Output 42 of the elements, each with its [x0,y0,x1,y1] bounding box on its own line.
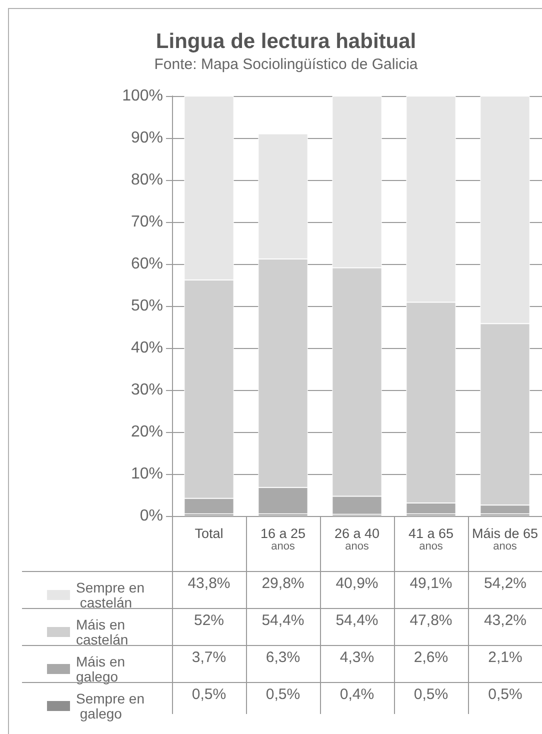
y-tick-label: 50% [130,298,163,314]
data-label: 49,1% [394,571,468,608]
data-label: 4,3% [320,645,394,682]
y-tick-label: 10% [130,466,163,482]
x-tick-label: Máis de 65 anos [472,526,538,552]
y-tick-label: 60% [130,256,163,272]
chart-subtitle: Fonte: Mapa Sociolingüístico de Galicia [154,56,418,73]
data-label: 52% [172,608,246,645]
data-label: 6,3% [246,645,320,682]
data-label: 54,4% [320,608,394,645]
legend-label: Sempre en castelán [76,580,144,610]
x-tick-label: Total [194,526,224,541]
y-tick-label: 30% [130,382,163,398]
y-tick-label: 100% [122,88,163,104]
data-label: 2,1% [468,645,542,682]
legend-label: Máis en castelán [76,616,129,648]
y-tick-label: 70% [130,214,163,230]
y-tick-label: 20% [130,424,163,440]
data-label: 3,7% [172,645,246,682]
x-tick-label: 41 a 65 anos [408,526,454,552]
data-label: 0,5% [394,682,468,714]
y-tick-label: 0% [140,508,163,524]
y-tick-label: 40% [130,340,163,356]
data-label: 29,8% [246,571,320,608]
legend-label: Máis en galego [76,654,129,684]
x-tick-label: 26 a 40 anos [334,526,380,552]
y-tick-label: 80% [130,172,163,188]
data-label: 43,8% [172,571,246,608]
data-label: 40,9% [320,571,394,608]
data-label: 2,6% [394,645,468,682]
data-label: 47,8% [394,608,468,645]
x-tick-label: 16 a 25 anos [260,526,306,552]
y-tick-label: 90% [130,130,163,146]
data-label: 0,4% [320,682,394,714]
data-label: 0,5% [246,682,320,714]
data-label: 54,4% [246,608,320,645]
chart-title: Lingua de lectura habitual [156,30,416,53]
data-label: 54,2% [468,571,542,608]
data-label: 0,5% [468,682,542,714]
data-label: 43,2% [468,608,542,645]
legend-label: Sempre en galego [76,690,144,722]
data-label: 0,5% [172,682,246,714]
